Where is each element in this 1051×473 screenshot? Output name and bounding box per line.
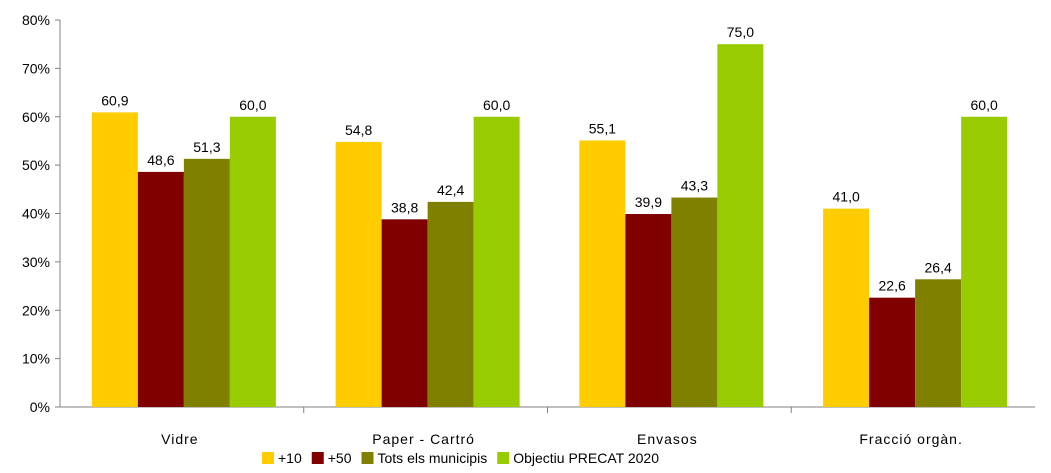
bar — [579, 140, 626, 408]
y-tick-label: 20% — [22, 302, 50, 318]
chart-bars: 60,9 48,6 51,3 60,0 54,8 38,8 42,4 60,0 55,1 39,9… — [91, 24, 1008, 408]
chart-axes: 0% 10% 20% 30% 40% 50% 60% 70% 80% Vidre Paper - C… — [22, 12, 1035, 447]
chart-legend: +10 +50 Tots els municipis Objectiu PRECAT … — [262, 450, 659, 466]
data-label: 60,0 — [239, 97, 266, 113]
data-label: 22,6 — [879, 278, 906, 294]
bar — [229, 116, 276, 407]
data-label: 54,8 — [345, 122, 372, 138]
data-label: 60,0 — [971, 97, 998, 113]
data-label: 43,3 — [681, 178, 708, 194]
data-label: 60,0 — [483, 97, 510, 113]
bar — [381, 219, 428, 407]
bar — [473, 116, 520, 407]
bar — [335, 141, 382, 407]
legend-entry: Objectiu PRECAT 2020 — [513, 450, 659, 466]
bar — [671, 197, 718, 407]
legend-swatch — [262, 452, 274, 464]
bar — [823, 208, 870, 407]
data-label: 41,0 — [833, 189, 860, 205]
y-tick-label: 60% — [22, 109, 50, 125]
data-label: 42,4 — [437, 182, 464, 198]
x-tick-label: Envasos — [637, 431, 698, 447]
bar — [183, 158, 230, 407]
legend-entry: +50 — [328, 450, 352, 466]
bar — [961, 116, 1008, 407]
bar — [869, 297, 916, 407]
bar — [717, 44, 764, 407]
data-label: 75,0 — [727, 24, 754, 40]
bar — [915, 279, 962, 407]
bar — [137, 171, 184, 407]
y-tick-label: 80% — [22, 12, 50, 28]
bar — [91, 112, 138, 408]
y-tick-label: 40% — [22, 206, 50, 222]
data-label: 60,9 — [101, 92, 128, 108]
bar — [427, 201, 474, 407]
data-label: 48,6 — [147, 152, 174, 168]
y-tick-label: 10% — [22, 351, 50, 367]
legend-swatch — [497, 452, 510, 464]
data-label: 26,4 — [925, 259, 952, 275]
y-tick-label: 50% — [22, 157, 50, 173]
x-tick-label: Fracció orgàn. — [859, 431, 962, 447]
x-tick-label: Paper - Cartró — [372, 431, 475, 447]
data-label: 51,3 — [193, 139, 220, 155]
data-label: 38,8 — [391, 199, 418, 215]
y-tick-label: 70% — [22, 60, 50, 76]
legend-swatch — [361, 452, 374, 464]
data-label: 39,9 — [635, 194, 662, 210]
legend-entry: +10 — [278, 450, 302, 466]
data-label: 55,1 — [589, 120, 616, 136]
bar — [625, 213, 672, 407]
legend-swatch — [311, 452, 324, 464]
legend-entry: Tots els municipis — [378, 450, 488, 466]
y-tick-label: 0% — [30, 399, 50, 415]
y-tick-label: 30% — [22, 254, 50, 270]
x-tick-label: Vidre — [161, 431, 198, 447]
